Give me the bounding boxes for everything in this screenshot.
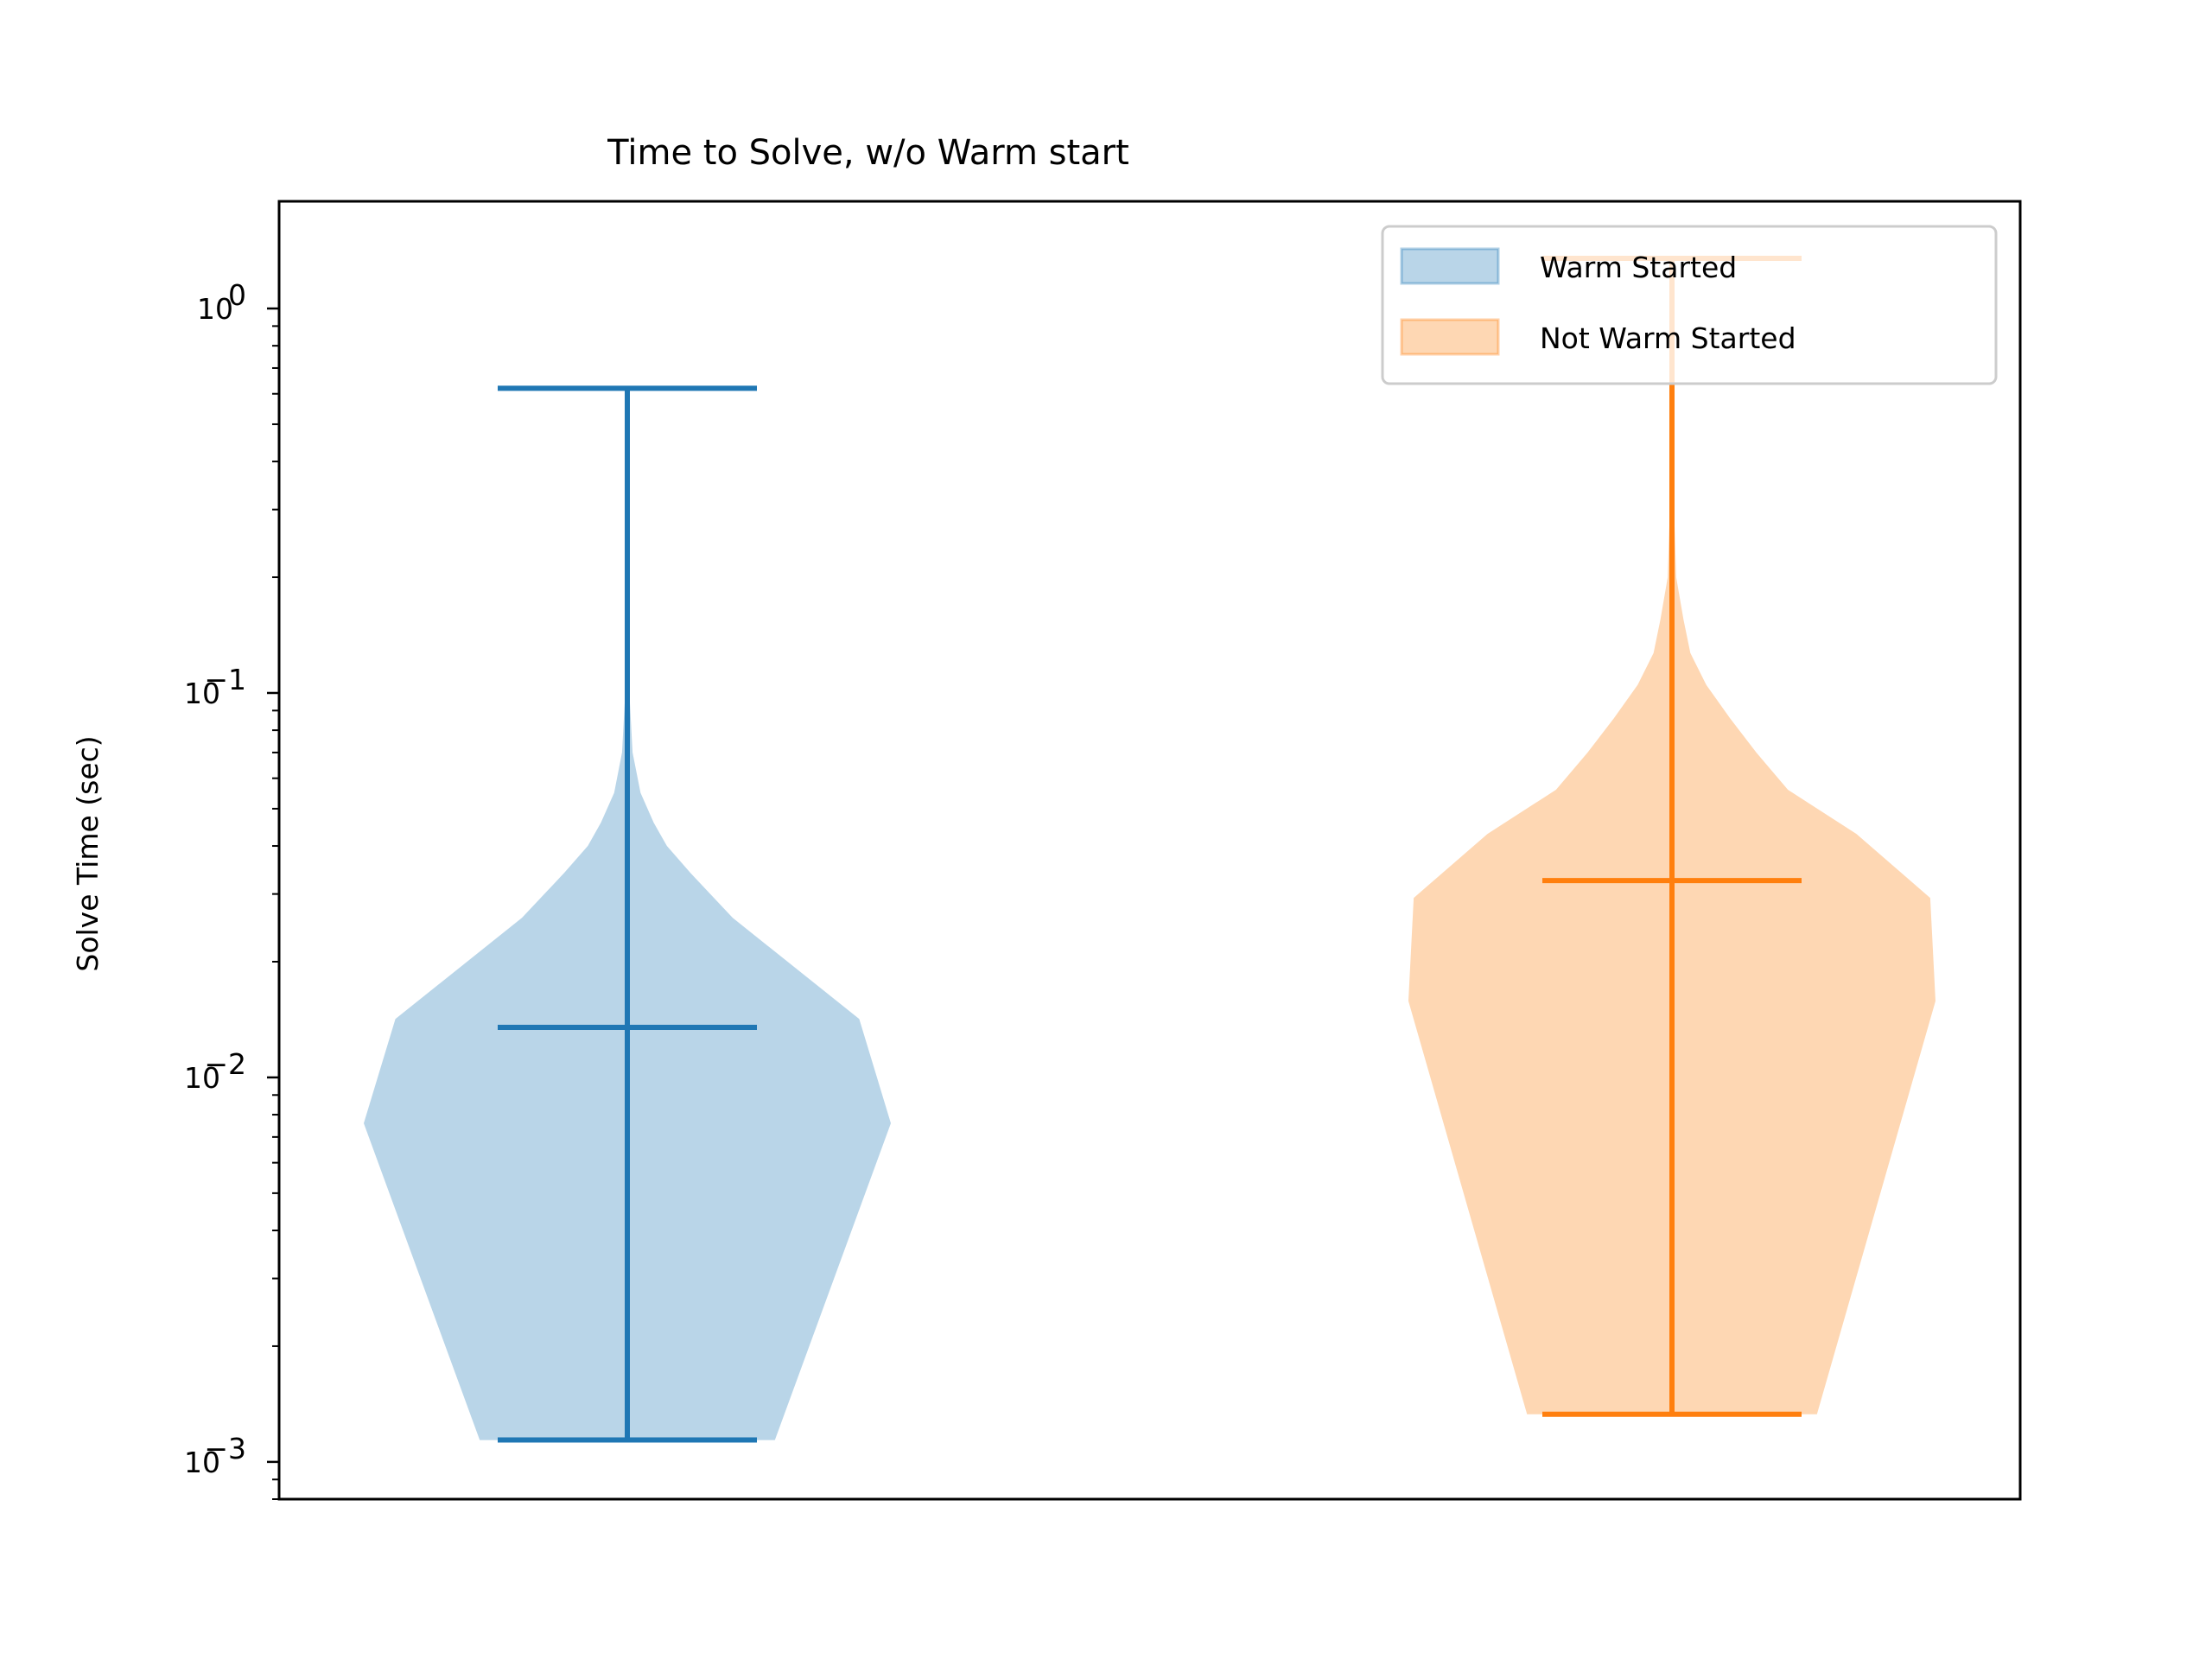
y-tick-base: 10 <box>197 292 233 326</box>
y-tick-exponent-2: −1 <box>204 663 246 696</box>
y-tick-label-2: 10 <box>184 677 220 710</box>
y-tick-exponent-1: −2 <box>204 1047 246 1081</box>
y-axis-label: Solve Time (sec) <box>71 735 105 971</box>
legend-box <box>1381 225 1998 385</box>
legend: Warm Started Not Warm Started <box>1381 225 1998 385</box>
legend-swatch-2 <box>1400 318 1500 356</box>
chart-title: Time to Solve, w/o Warm start <box>607 133 1129 173</box>
y-tick-base: 10 <box>184 1446 220 1479</box>
legend-label-1: Warm Started <box>1540 251 1737 284</box>
violin-layer <box>364 256 1936 1443</box>
y-tick-label-1: 10 <box>184 1061 220 1095</box>
y-tick-base: 10 <box>184 1061 220 1095</box>
y-tick-label-3: 10 <box>197 292 233 326</box>
y-tick-label-0: 10 <box>184 1446 220 1479</box>
y-tick-exponent-3: 0 <box>228 278 246 312</box>
y-tick-exponent-0: −3 <box>204 1432 246 1465</box>
legend-swatch-1 <box>1400 247 1500 285</box>
y-tick-base: 10 <box>184 677 220 710</box>
plot-frame <box>277 200 2022 1501</box>
legend-label-2: Not Warm Started <box>1540 321 1796 355</box>
